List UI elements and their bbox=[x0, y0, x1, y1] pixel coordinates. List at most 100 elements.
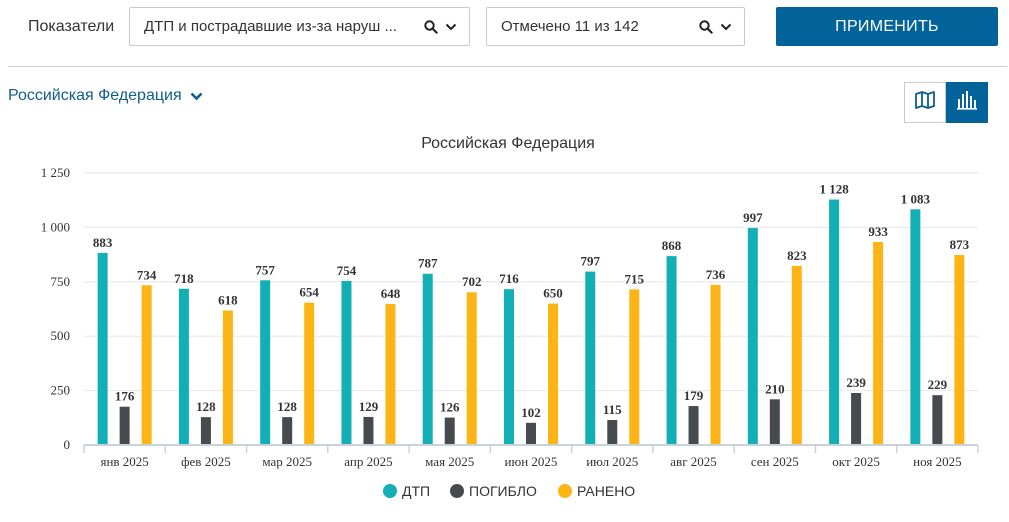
bar bbox=[260, 280, 271, 445]
bar bbox=[466, 292, 477, 445]
bar-chart-icon bbox=[956, 90, 978, 115]
y-tick-label: 750 bbox=[51, 274, 71, 289]
data-label: 757 bbox=[255, 262, 275, 277]
data-label: 715 bbox=[625, 271, 645, 286]
bar bbox=[222, 310, 233, 445]
data-label: 650 bbox=[543, 286, 563, 301]
y-tick-label: 1 250 bbox=[41, 165, 70, 180]
bar bbox=[304, 302, 315, 445]
bar bbox=[97, 252, 108, 445]
data-label: 239 bbox=[846, 375, 866, 390]
chevron-down-icon[interactable] bbox=[718, 19, 734, 35]
data-label: 179 bbox=[684, 388, 704, 403]
x-tick-label: ноя 2025 bbox=[913, 454, 961, 469]
x-tick-label: июл 2025 bbox=[586, 454, 638, 469]
bar bbox=[829, 199, 840, 445]
y-tick-label: 1 000 bbox=[41, 219, 70, 234]
bar bbox=[200, 417, 211, 445]
data-label: 873 bbox=[950, 237, 970, 252]
filters-label: Показатели bbox=[28, 18, 115, 35]
bar bbox=[141, 285, 152, 445]
data-label: 128 bbox=[196, 399, 216, 414]
data-label: 734 bbox=[137, 267, 157, 282]
search-icon[interactable] bbox=[423, 19, 439, 35]
data-label: 883 bbox=[93, 235, 113, 250]
data-label: 115 bbox=[603, 402, 622, 417]
map-view-button[interactable] bbox=[904, 82, 946, 123]
bar bbox=[954, 255, 965, 445]
legend-marker bbox=[383, 484, 397, 498]
marked-select-value: Отмечено 11 из 142 bbox=[501, 18, 639, 35]
y-tick-label: 0 bbox=[64, 437, 71, 452]
grid: 0 250 500 750 1 000 1 250 bbox=[41, 165, 978, 452]
x-tick-label: сен 2025 bbox=[751, 454, 799, 469]
x-tick-label: мар 2025 bbox=[262, 454, 312, 469]
bar bbox=[178, 288, 189, 445]
search-icon[interactable] bbox=[698, 19, 714, 35]
marked-select[interactable]: Отмечено 11 из 142 bbox=[486, 7, 745, 46]
map-icon bbox=[915, 91, 935, 114]
x-tick-label: янв 2025 bbox=[100, 454, 148, 469]
data-label: 868 bbox=[662, 238, 682, 253]
data-label: 933 bbox=[868, 224, 888, 239]
bar bbox=[585, 271, 596, 445]
data-label: 129 bbox=[359, 399, 379, 414]
indicator-select-value: ДТП и пострадавшие из-за наруш ... bbox=[144, 18, 397, 35]
bar bbox=[119, 406, 130, 445]
bar bbox=[444, 417, 455, 445]
bar bbox=[341, 280, 352, 445]
x-tick-label: авг 2025 bbox=[670, 454, 717, 469]
data-label: 823 bbox=[787, 248, 807, 263]
chevron-down-icon[interactable] bbox=[443, 19, 459, 35]
data-label: 736 bbox=[706, 267, 726, 282]
data-label: 102 bbox=[521, 405, 541, 420]
bar bbox=[688, 406, 699, 445]
filters-bar: Показатели ДТП и пострадавшие из-за нару… bbox=[0, 0, 1009, 66]
x-tick-label: окт 2025 bbox=[832, 454, 880, 469]
bar bbox=[422, 273, 433, 445]
region-label: Российская Федерация bbox=[8, 87, 182, 104]
chevron-down-icon bbox=[190, 89, 204, 103]
bar bbox=[629, 289, 640, 445]
data-label: 654 bbox=[299, 285, 319, 300]
data-label: 797 bbox=[581, 254, 601, 269]
legend: ДТП ПОГИБЛО РАНЕНО bbox=[383, 483, 635, 499]
bar bbox=[385, 303, 396, 445]
bar bbox=[504, 289, 514, 445]
bar bbox=[710, 284, 721, 445]
data-label: 1 083 bbox=[901, 191, 931, 206]
data-label: 702 bbox=[462, 274, 482, 289]
bar bbox=[526, 422, 536, 445]
data-label: 229 bbox=[928, 377, 948, 392]
bar-chart: Российская Федерация 0 250 500 750 1 000 1 25… bbox=[41, 135, 979, 499]
divider bbox=[8, 66, 1007, 67]
data-label: 754 bbox=[337, 263, 357, 278]
bar bbox=[548, 303, 558, 445]
data-label: 128 bbox=[277, 399, 297, 414]
chart-view-button[interactable] bbox=[946, 82, 988, 123]
apply-button[interactable]: ПРИМЕНИТЬ bbox=[776, 7, 998, 46]
data-label: 618 bbox=[218, 293, 238, 308]
y-tick-label: 500 bbox=[51, 328, 71, 343]
view-toggle bbox=[904, 82, 988, 123]
legend-marker bbox=[558, 484, 572, 498]
data-label: 997 bbox=[743, 210, 763, 225]
indicator-select[interactable]: ДТП и пострадавшие из-за наруш ... bbox=[129, 7, 470, 46]
data-label: 718 bbox=[174, 271, 194, 286]
x-tick-label: июн 2025 bbox=[505, 454, 558, 469]
legend-label: РАНЕНО bbox=[577, 483, 635, 499]
bars: 883 176 734 718 128 618 757 128 654 754 129 648 787 1… bbox=[93, 182, 970, 445]
data-label: 787 bbox=[418, 256, 438, 271]
x-axis: янв 2025 фев 2025 мар 2025 апр 2025 мая 2025… bbox=[83, 444, 979, 469]
data-label: 176 bbox=[115, 389, 135, 404]
region-selector[interactable]: Российская Федерация bbox=[8, 87, 204, 105]
bar bbox=[363, 416, 374, 445]
bar bbox=[910, 209, 921, 445]
data-label: 210 bbox=[765, 381, 785, 396]
bar bbox=[873, 241, 884, 445]
legend-marker bbox=[450, 484, 464, 498]
data-label: 648 bbox=[381, 286, 401, 301]
bar bbox=[282, 417, 293, 445]
data-label: 126 bbox=[440, 400, 460, 415]
bar bbox=[791, 265, 802, 445]
